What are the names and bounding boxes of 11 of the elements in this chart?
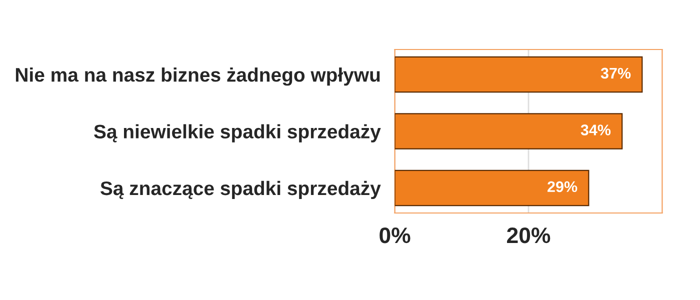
x-tick-label: 0% [380, 227, 410, 244]
y-tick-label: Są znaczące spadki sprzedaży [100, 180, 381, 200]
y-tick-label: Są niewielkie spadki sprzedaży [94, 124, 381, 142]
bar [394, 170, 590, 206]
bar [394, 56, 643, 93]
y-tick-label: Nie ma na nasz biznes żadnego wpływu [16, 67, 380, 86]
data-label: 37% [600, 68, 631, 79]
x-tick-label: 20% [507, 227, 550, 244]
bar [394, 113, 623, 150]
data-label: 34% [580, 124, 611, 136]
data-label: 29% [548, 181, 578, 192]
